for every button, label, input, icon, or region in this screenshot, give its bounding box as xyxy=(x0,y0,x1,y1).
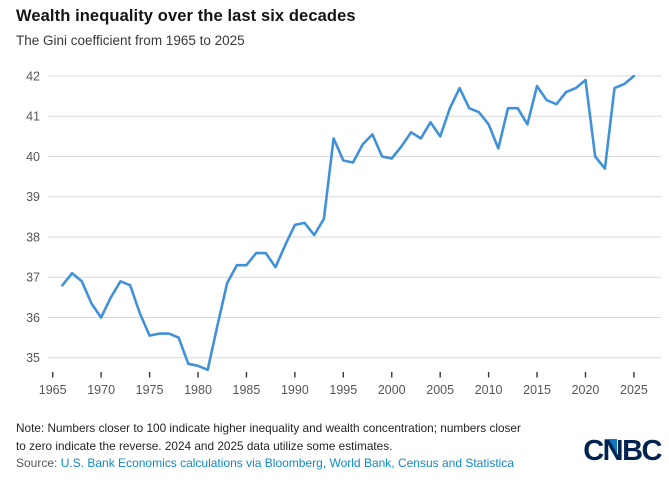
x-axis-label: 2000 xyxy=(378,383,406,397)
x-axis-label: 2015 xyxy=(523,383,551,397)
gini-data-line xyxy=(61,74,636,372)
footnote: Note: Numbers closer to 100 indicate hig… xyxy=(16,420,626,455)
footnote-line-1: Note: Numbers closer to 100 indicate hig… xyxy=(16,421,521,435)
page-subtitle: The Gini coefficient from 1965 to 2025 xyxy=(16,33,245,48)
x-axis-label: 1970 xyxy=(87,383,115,397)
x-axis-label: 1990 xyxy=(281,383,309,397)
y-axis-label: 41 xyxy=(26,110,40,124)
x-axis-label: 1975 xyxy=(136,383,164,397)
y-axis-label: 35 xyxy=(26,351,40,365)
x-axis-label: 1980 xyxy=(184,383,212,397)
y-axis-label: 36 xyxy=(26,311,40,325)
source-link[interactable]: U.S. Bank Economics calculations via Blo… xyxy=(60,456,515,470)
y-axis-label: 40 xyxy=(26,150,40,164)
cnbc-logo: CNBC xyxy=(583,435,662,468)
x-axis-label: 2010 xyxy=(475,383,503,397)
cnbc-logo-text: CNBC xyxy=(583,435,662,467)
x-axis-label: 2025 xyxy=(620,383,648,397)
x-axis-label: 1985 xyxy=(233,383,261,397)
page-title: Wealth inequality over the last six deca… xyxy=(16,7,356,25)
y-axis-label: 37 xyxy=(26,271,40,285)
y-axis-label: 39 xyxy=(26,190,40,204)
x-axis-label: 1995 xyxy=(329,383,357,397)
x-axis-label: 1965 xyxy=(39,383,67,397)
source-line: Source: U.S. Bank Economics calculations… xyxy=(16,456,514,470)
source-label: Source: xyxy=(16,456,61,470)
x-axis-label: 2005 xyxy=(426,383,454,397)
x-axis-label: 2020 xyxy=(572,383,600,397)
y-axis-label: 38 xyxy=(26,230,40,244)
y-axis-label: 42 xyxy=(26,69,40,83)
footnote-line-2: to zero indicate the reverse. 2024 and 2… xyxy=(16,438,393,453)
